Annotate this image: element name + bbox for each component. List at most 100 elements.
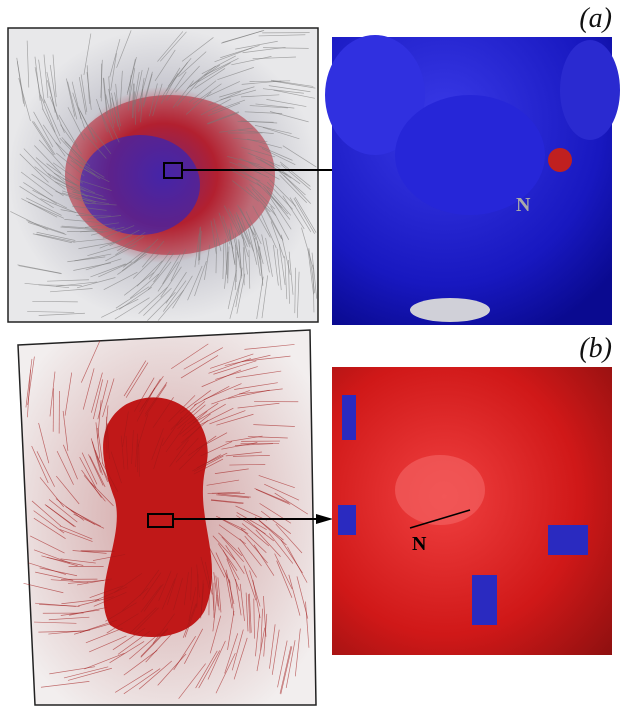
field-line <box>89 635 127 653</box>
field-line <box>23 583 64 594</box>
field-line <box>36 233 76 243</box>
field-line <box>157 31 184 62</box>
field-line <box>173 636 196 671</box>
field-line <box>38 312 85 316</box>
field-line <box>219 127 253 133</box>
field-line <box>288 251 294 295</box>
field-line <box>269 111 309 123</box>
field-line <box>84 653 125 670</box>
field-line <box>261 234 270 273</box>
field-line <box>275 523 303 554</box>
field-line <box>215 652 236 694</box>
field-line <box>237 204 255 236</box>
field-line <box>47 557 84 566</box>
field-line <box>277 640 288 688</box>
field-line <box>86 65 90 104</box>
field-line <box>88 454 104 486</box>
field-line <box>229 579 235 616</box>
field-line <box>284 256 288 300</box>
field-line <box>110 451 122 484</box>
field-line <box>40 94 56 133</box>
field-line <box>222 242 225 280</box>
field-line <box>200 556 210 589</box>
field-line <box>91 372 103 413</box>
field-line <box>143 73 153 108</box>
field-line <box>217 577 222 613</box>
field-line <box>123 668 161 695</box>
field-line <box>215 366 258 380</box>
field-line <box>106 613 139 634</box>
field-line <box>28 222 67 235</box>
field-line <box>221 442 258 450</box>
field-line <box>151 428 164 460</box>
field-line <box>255 157 288 176</box>
field-line <box>247 152 281 167</box>
field-line <box>274 553 293 590</box>
field-line <box>273 80 316 89</box>
field-line <box>122 245 151 268</box>
field-line <box>249 105 289 109</box>
field-line <box>34 56 41 101</box>
field-line <box>220 45 260 59</box>
field-line <box>217 543 238 572</box>
field-line <box>282 145 317 168</box>
field-line <box>109 641 145 664</box>
field-line <box>225 451 262 457</box>
field-line <box>216 494 250 499</box>
field-line <box>255 614 260 657</box>
field-line <box>211 575 215 611</box>
field-line <box>18 265 62 275</box>
field-line <box>80 74 88 113</box>
field-line <box>60 124 83 155</box>
field-line <box>121 249 151 272</box>
field-line <box>90 438 101 473</box>
field-line <box>132 607 159 634</box>
field-line <box>33 510 65 534</box>
surface-patch <box>472 575 497 625</box>
field-line <box>19 153 49 183</box>
field-line <box>258 34 306 37</box>
field-line <box>276 248 282 291</box>
field-line <box>184 628 204 665</box>
field-line <box>269 179 296 207</box>
field-line <box>193 386 230 406</box>
field-line <box>190 567 192 601</box>
field-line <box>139 569 160 597</box>
field-line <box>288 574 301 616</box>
field-line <box>242 237 248 275</box>
field-line <box>114 297 150 320</box>
field-line <box>234 382 278 390</box>
field-line <box>83 132 107 159</box>
field-line <box>20 171 54 197</box>
field-line <box>239 388 283 395</box>
field-line <box>79 619 118 633</box>
field-line <box>48 629 91 635</box>
field-line <box>254 488 289 504</box>
field-line <box>31 445 49 484</box>
field-line <box>129 633 160 660</box>
field-line <box>229 229 236 265</box>
field-line <box>274 492 309 515</box>
field-line <box>214 468 249 475</box>
field-line <box>182 603 197 638</box>
field-line <box>109 38 121 78</box>
field-line <box>279 174 308 203</box>
field-line <box>260 213 277 249</box>
field-line <box>199 407 234 426</box>
field-line <box>215 237 218 274</box>
field-line <box>127 57 137 93</box>
field-line <box>144 384 167 417</box>
field-line <box>75 197 110 205</box>
field-line <box>232 137 268 143</box>
field-line <box>79 166 110 183</box>
field-line <box>208 358 251 374</box>
field-line <box>21 198 58 218</box>
panel-label: (a) <box>579 3 612 34</box>
field-line <box>157 261 179 292</box>
field-line <box>248 249 251 289</box>
field-line <box>157 653 187 686</box>
field-line <box>169 439 189 467</box>
zoom-box <box>147 513 174 528</box>
field-line <box>231 170 262 187</box>
